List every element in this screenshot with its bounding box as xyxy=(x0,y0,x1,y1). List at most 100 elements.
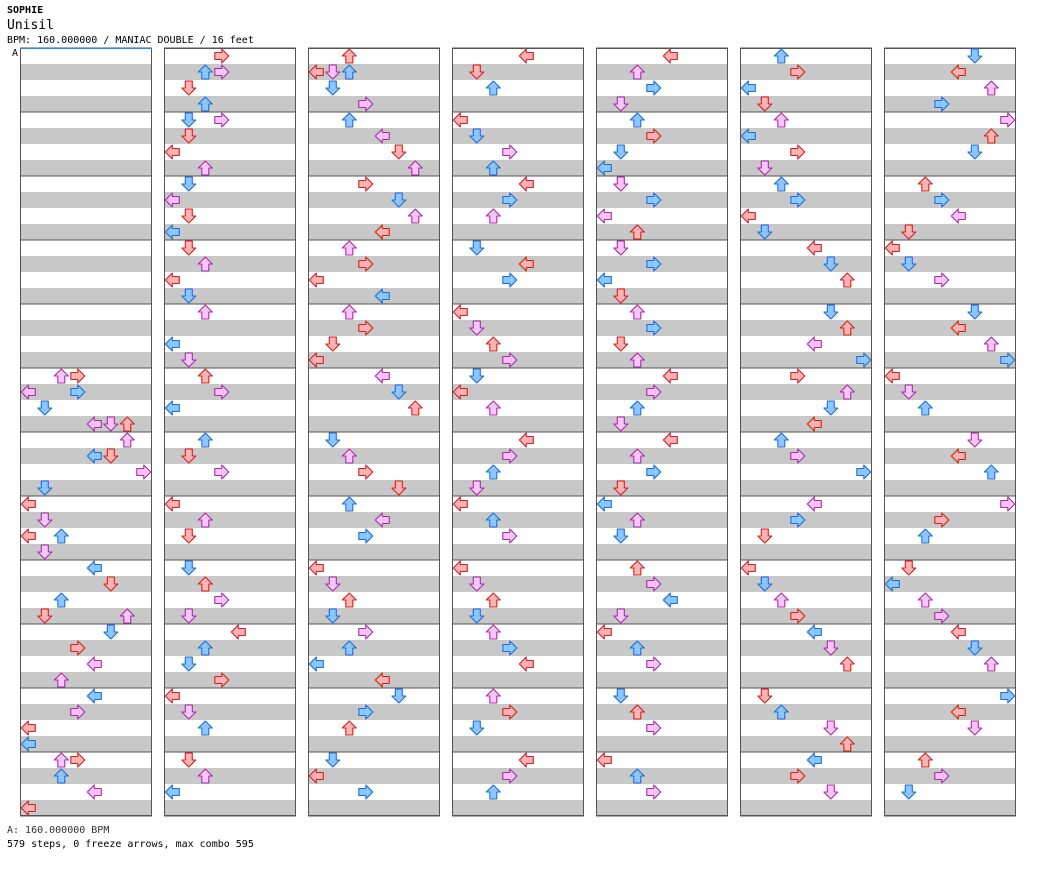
arrow-up-pink xyxy=(629,304,645,320)
beat-stripe xyxy=(20,192,152,208)
beat-stripe xyxy=(596,160,728,176)
beat-stripe xyxy=(740,288,872,304)
beat-stripe xyxy=(164,768,296,784)
beat-stripe xyxy=(308,704,440,720)
beat-stripe xyxy=(164,480,296,496)
beat-stripe xyxy=(20,480,152,496)
beat-stripe xyxy=(740,256,872,272)
arrow-up-blue xyxy=(485,160,501,176)
beat-stripe xyxy=(596,768,728,784)
arrow-right-blue xyxy=(70,384,86,400)
arrow-up-blue xyxy=(53,592,69,608)
chart-column-5 xyxy=(596,47,728,817)
beat-stripe xyxy=(308,768,440,784)
arrow-right-pink xyxy=(646,720,662,736)
beat-stripe xyxy=(884,608,1016,624)
beat-stripe xyxy=(596,448,728,464)
arrow-left-blue xyxy=(806,752,822,768)
beat-stripe xyxy=(884,448,1016,464)
beat-stripe xyxy=(20,320,152,336)
arrow-up-blue xyxy=(629,112,645,128)
arrow-down-pink xyxy=(967,432,983,448)
arrow-up-pink xyxy=(485,624,501,640)
arrow-up-pink xyxy=(629,512,645,528)
arrow-right-red xyxy=(70,640,86,656)
arrow-up-red xyxy=(983,128,999,144)
arrow-down-pink xyxy=(967,720,983,736)
arrow-down-red xyxy=(391,480,407,496)
arrow-down-blue xyxy=(325,608,341,624)
arrow-down-pink xyxy=(103,416,119,432)
arrow-left-red xyxy=(596,752,612,768)
beat-stripe xyxy=(20,352,152,368)
chart-column-1 xyxy=(20,47,152,817)
beat-stripe xyxy=(884,96,1016,112)
beat-stripe xyxy=(308,160,440,176)
beat-stripe xyxy=(452,320,584,336)
arrow-left-red xyxy=(740,560,756,576)
arrow-right-red xyxy=(790,368,806,384)
beat-stripe xyxy=(20,768,152,784)
beat-stripe xyxy=(740,480,872,496)
beat-stripe xyxy=(20,800,152,816)
beat-stripe xyxy=(452,160,584,176)
arrow-up-red xyxy=(839,272,855,288)
beat-stripe xyxy=(308,608,440,624)
beat-stripe xyxy=(740,320,872,336)
arrow-left-pink xyxy=(374,368,390,384)
arrow-right-red xyxy=(790,608,806,624)
beat-stripe xyxy=(596,224,728,240)
arrow-down-blue xyxy=(181,656,197,672)
arrow-down-red xyxy=(901,224,917,240)
arrow-right-red xyxy=(70,368,86,384)
arrow-left-red xyxy=(308,352,324,368)
arrow-down-blue xyxy=(181,176,197,192)
arrow-up-red xyxy=(341,720,357,736)
arrow-left-red xyxy=(452,496,468,512)
arrow-up-red xyxy=(839,320,855,336)
beat-stripe xyxy=(596,608,728,624)
arrow-down-pink xyxy=(469,480,485,496)
arrow-down-blue xyxy=(469,240,485,256)
arrow-right-blue xyxy=(358,704,374,720)
arrow-up-pink xyxy=(629,448,645,464)
beat-stripe xyxy=(884,480,1016,496)
arrow-left-red xyxy=(164,496,180,512)
arrow-left-red xyxy=(20,720,36,736)
arrow-right-red xyxy=(934,512,950,528)
beat-stripe xyxy=(308,352,440,368)
beat-stripe xyxy=(20,672,152,688)
arrow-down-pink xyxy=(613,176,629,192)
arrow-right-blue xyxy=(1000,688,1016,704)
arrow-left-red xyxy=(452,560,468,576)
arrow-right-pink xyxy=(646,384,662,400)
arrow-left-red xyxy=(308,560,324,576)
beat-stripe xyxy=(164,96,296,112)
arrow-left-pink xyxy=(20,384,36,400)
arrow-down-red xyxy=(181,128,197,144)
arrow-right-pink xyxy=(214,64,230,80)
arrow-right-pink xyxy=(502,144,518,160)
arrow-left-red xyxy=(164,272,180,288)
beat-stripe xyxy=(740,96,872,112)
beat-stripe xyxy=(452,736,584,752)
beat-stripe xyxy=(164,704,296,720)
beat-stripe xyxy=(884,704,1016,720)
beat-stripe xyxy=(308,192,440,208)
arrow-up-red xyxy=(341,592,357,608)
arrow-left-red xyxy=(452,304,468,320)
beat-stripe xyxy=(740,192,872,208)
arrow-left-blue xyxy=(740,128,756,144)
arrow-right-blue xyxy=(934,192,950,208)
beat-stripe xyxy=(308,416,440,432)
arrow-left-red xyxy=(596,624,612,640)
arrow-up-pink xyxy=(119,432,135,448)
beat-stripe xyxy=(596,96,728,112)
arrow-down-pink xyxy=(823,720,839,736)
arrow-down-blue xyxy=(181,288,197,304)
arrow-up-blue xyxy=(773,48,789,64)
beat-stripe xyxy=(20,160,152,176)
chart-column-7 xyxy=(884,47,1016,817)
arrow-down-pink xyxy=(613,96,629,112)
beat-stripe xyxy=(164,160,296,176)
